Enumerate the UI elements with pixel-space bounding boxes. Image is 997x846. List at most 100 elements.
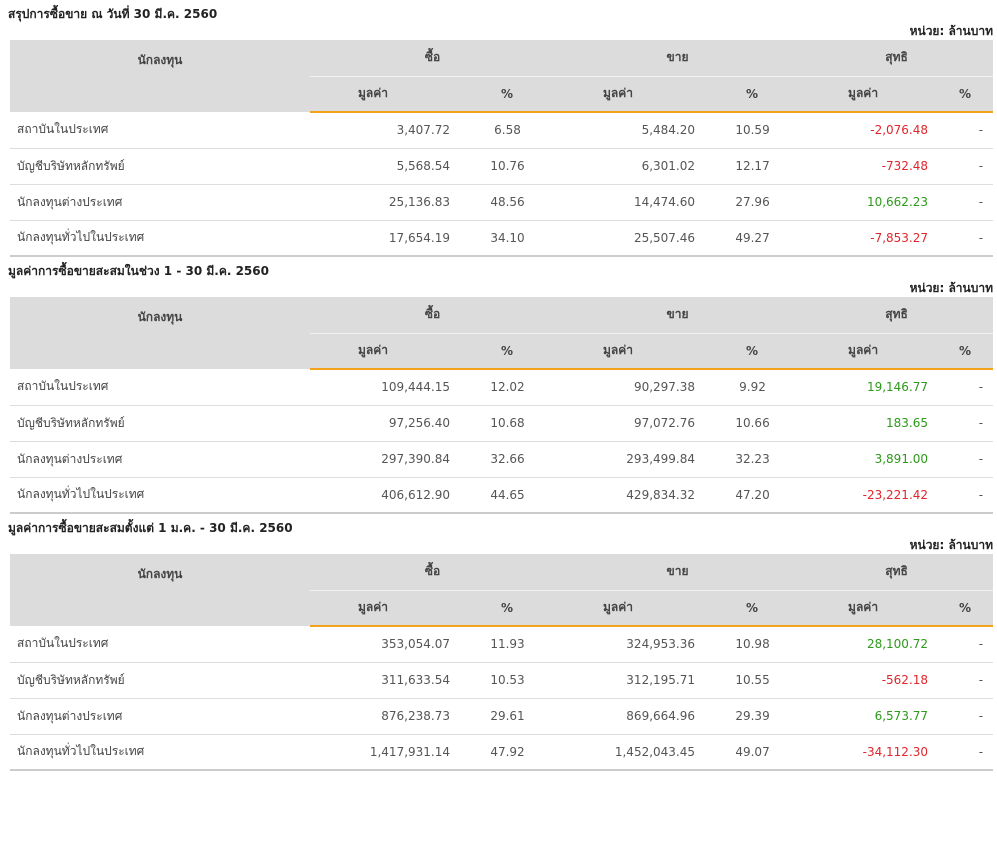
subheader-sell-value: มูลค่า <box>555 75 706 113</box>
buy-percent: 6.58 <box>460 112 556 149</box>
unit-label: หน่วย: ล้านบาท <box>909 281 993 295</box>
sell-value: 5,484.20 <box>555 112 706 149</box>
investor-name: นักลงทุนต่างประเทศ <box>10 441 310 478</box>
subheader-buy-percent: % <box>460 75 556 113</box>
sell-percent: 10.66 <box>705 405 801 442</box>
net-value: -7,853.27 <box>800 220 939 257</box>
section-title: มูลค่าการซื้อขายสะสมตั้งแต่ 1 ม.ค. - 30 … <box>8 521 293 535</box>
section-title: มูลค่าการซื้อขายสะสมในช่วง 1 - 30 มี.ค. … <box>8 264 269 278</box>
sell-value: 90,297.38 <box>555 369 706 406</box>
buy-percent: 44.65 <box>460 477 556 514</box>
net-value: 6,573.77 <box>800 698 939 735</box>
subheader-sell-percent: % <box>705 332 801 370</box>
sell-value: 1,452,043.45 <box>555 734 706 771</box>
section-title: สรุปการซื้อขาย ณ วันที่ 30 มี.ค. 2560 <box>8 7 218 21</box>
sell-value: 869,664.96 <box>555 698 706 735</box>
unit-label: หน่วย: ล้านบาท <box>909 24 993 38</box>
investor-name: นักลงทุนทั่วไปในประเทศ <box>10 220 310 257</box>
sell-value: 293,499.84 <box>555 441 706 478</box>
buy-value: 297,390.84 <box>310 441 460 478</box>
col-header-sell: ขาย <box>555 297 801 333</box>
investor-name: นักลงทุนทั่วไปในประเทศ <box>10 734 310 771</box>
table-row: สถาบันในประเทศ 353,054.07 11.93 324,953.… <box>10 626 994 663</box>
net-value: 19,146.77 <box>800 369 939 406</box>
buy-percent: 32.66 <box>460 441 556 478</box>
subheader-buy-percent: % <box>460 589 556 627</box>
col-header-buy: ซื้อ <box>310 40 556 76</box>
buy-percent: 11.93 <box>460 626 556 663</box>
col-header-net: สุทธิ <box>800 554 994 590</box>
sell-percent: 9.92 <box>705 369 801 406</box>
net-percent: - <box>938 734 994 771</box>
table-body: สถาบันในประเทศ 353,054.07 11.93 324,953.… <box>10 626 994 771</box>
net-percent: - <box>938 477 994 514</box>
sell-value: 25,507.46 <box>555 220 706 257</box>
net-value: 10,662.23 <box>800 184 939 221</box>
net-value: -562.18 <box>800 662 939 699</box>
subheader-sell-value: มูลค่า <box>555 589 706 627</box>
sell-percent: 29.39 <box>705 698 801 735</box>
buy-percent: 10.76 <box>460 148 556 185</box>
col-header-sell: ขาย <box>555 40 801 76</box>
col-header-sell: ขาย <box>555 554 801 590</box>
subheader-buy-percent: % <box>460 332 556 370</box>
buy-percent: 29.61 <box>460 698 556 735</box>
table-row: บัญชีบริษัทหลักทรัพย์ 5,568.54 10.76 6,3… <box>10 148 994 185</box>
net-value: -732.48 <box>800 148 939 185</box>
buy-value: 1,417,931.14 <box>310 734 460 771</box>
buy-percent: 10.53 <box>460 662 556 699</box>
sell-value: 324,953.36 <box>555 626 706 663</box>
net-percent: - <box>938 148 994 185</box>
table-row: นักลงทุนต่างประเทศ 297,390.84 32.66 293,… <box>10 441 994 478</box>
col-header-investor: นักลงทุน <box>10 297 310 369</box>
net-value: -34,112.30 <box>800 734 939 771</box>
summary-table: นักลงทุน ซื้อ ขาย สุทธิ มูลค่า % มูลค่า … <box>10 297 994 514</box>
investor-name: บัญชีบริษัทหลักทรัพย์ <box>10 148 310 185</box>
buy-value: 25,136.83 <box>310 184 460 221</box>
table-row: นักลงทุนต่างประเทศ 876,238.73 29.61 869,… <box>10 698 994 735</box>
sell-percent: 10.59 <box>705 112 801 149</box>
summary-table: นักลงทุน ซื้อ ขาย สุทธิ มูลค่า % มูลค่า … <box>10 40 994 257</box>
buy-value: 5,568.54 <box>310 148 460 185</box>
buy-percent: 10.68 <box>460 405 556 442</box>
summary-table: นักลงทุน ซื้อ ขาย สุทธิ มูลค่า % มูลค่า … <box>10 554 994 771</box>
buy-value: 17,654.19 <box>310 220 460 257</box>
net-percent: - <box>938 626 994 663</box>
buy-value: 3,407.72 <box>310 112 460 149</box>
subheader-net-value: มูลค่า <box>800 332 939 370</box>
net-percent: - <box>938 441 994 478</box>
net-value: 28,100.72 <box>800 626 939 663</box>
buy-value: 311,633.54 <box>310 662 460 699</box>
sell-value: 97,072.76 <box>555 405 706 442</box>
subheader-buy-value: มูลค่า <box>310 332 460 370</box>
buy-percent: 12.02 <box>460 369 556 406</box>
col-header-buy: ซื้อ <box>310 297 556 333</box>
net-percent: - <box>938 662 994 699</box>
summary-section: มูลค่าการซื้อขายสะสมในช่วง 1 - 30 มี.ค. … <box>0 263 997 514</box>
net-percent: - <box>938 184 994 221</box>
sell-percent: 10.98 <box>705 626 801 663</box>
buy-percent: 34.10 <box>460 220 556 257</box>
sell-percent: 32.23 <box>705 441 801 478</box>
net-percent: - <box>938 112 994 149</box>
sell-percent: 10.55 <box>705 662 801 699</box>
col-header-investor: นักลงทุน <box>10 554 310 626</box>
investor-name: สถาบันในประเทศ <box>10 626 310 663</box>
table-row: บัญชีบริษัทหลักทรัพย์ 97,256.40 10.68 97… <box>10 405 994 442</box>
subheader-sell-percent: % <box>705 75 801 113</box>
table-body: สถาบันในประเทศ 3,407.72 6.58 5,484.20 10… <box>10 112 994 257</box>
table-row: นักลงทุนทั่วไปในประเทศ 1,417,931.14 47.9… <box>10 734 994 771</box>
investor-name: สถาบันในประเทศ <box>10 112 310 149</box>
buy-value: 353,054.07 <box>310 626 460 663</box>
trading-summary-page: สรุปการซื้อขาย ณ วันที่ 30 มี.ค. 2560 หน… <box>0 6 997 771</box>
col-header-buy: ซื้อ <box>310 554 556 590</box>
sell-percent: 49.07 <box>705 734 801 771</box>
subheader-buy-value: มูลค่า <box>310 589 460 627</box>
subheader-net-percent: % <box>938 75 994 113</box>
col-header-net: สุทธิ <box>800 40 994 76</box>
subheader-sell-value: มูลค่า <box>555 332 706 370</box>
net-percent: - <box>938 405 994 442</box>
investor-name: นักลงทุนต่างประเทศ <box>10 698 310 735</box>
sell-value: 6,301.02 <box>555 148 706 185</box>
table-body: สถาบันในประเทศ 109,444.15 12.02 90,297.3… <box>10 369 994 514</box>
